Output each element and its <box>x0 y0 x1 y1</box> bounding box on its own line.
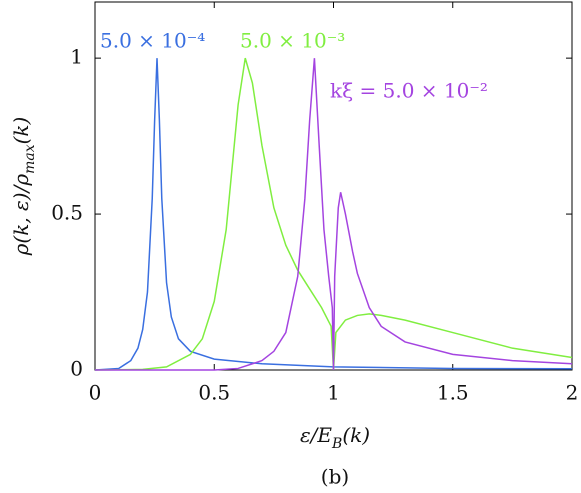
caption: (b) <box>321 465 349 489</box>
x-axis-label-part: (k) <box>342 423 370 447</box>
x-tick-label: 1 <box>327 381 340 405</box>
y-axis-label-part: max <box>22 144 38 174</box>
x-axis-label: ε/EB(k) <box>300 423 370 453</box>
y-tick-label: 1 <box>70 45 83 69</box>
y-tick-label: 0.5 <box>51 201 83 225</box>
y-axis-label-part: ρ(k, ε)/ρ <box>9 174 33 257</box>
x-tick-label: 0 <box>89 381 102 405</box>
x-tick-label: 2 <box>566 381 579 405</box>
x-tick-label: 0.5 <box>198 381 230 405</box>
y-axis-label-part: (k) <box>9 117 33 145</box>
legend-label: 5.0 × 10⁻⁴ <box>100 29 205 53</box>
legend-label: kξ = 5.0 × 10⁻² <box>330 79 488 103</box>
x-axis-label-part: ε/E <box>300 423 332 447</box>
legend-label: 5.0 × 10⁻³ <box>240 29 345 53</box>
x-axis-label-part: B <box>331 436 342 452</box>
x-tick-label: 1.5 <box>437 381 469 405</box>
y-tick-label: 0 <box>70 357 83 381</box>
series-line <box>95 58 573 371</box>
y-axis-label: ρ(k, ε)/ρmax(k) <box>9 117 39 257</box>
